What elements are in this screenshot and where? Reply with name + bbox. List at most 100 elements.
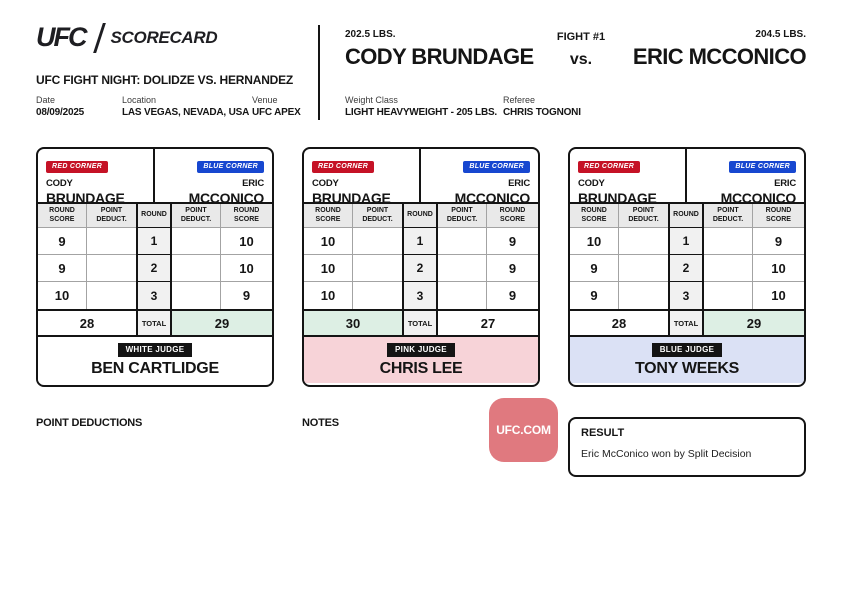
date-block: Date 08/09/2025: [36, 95, 84, 118]
column-header-point-deduct-red: POINT DEDUCT.: [619, 204, 668, 228]
blue-point-deduct-cell: [704, 255, 753, 282]
blue-round-score: 9: [753, 228, 804, 255]
red-total-score: 28: [38, 309, 136, 335]
red-corner-badge: RED CORNER: [46, 161, 109, 173]
blue-point-deduct-cell: [172, 282, 221, 309]
round-number: 1: [402, 228, 438, 255]
red-fighter-first-name: CODY: [46, 178, 73, 189]
column-header-point-deduct-red: POINT DEDUCT.: [353, 204, 402, 228]
red-corner-block: RED CORNER CODY BRUNDAGE: [38, 149, 155, 206]
header-vertical-divider: [318, 25, 320, 120]
red-round-score: 10: [304, 228, 353, 255]
column-header-round: ROUND: [136, 204, 172, 228]
score-grid: ROUND SCORE POINT DEDUCT. ROUND POINT DE…: [570, 204, 804, 335]
blue-fighter-first-name: ERIC: [508, 178, 530, 189]
blue-round-score: 9: [487, 255, 538, 282]
blue-corner-block: BLUE CORNER ERIC MCCONICO: [687, 149, 804, 206]
referee-label: Referee: [503, 95, 536, 105]
blue-point-deduct-cell: [704, 228, 753, 255]
notes-label: NOTES: [302, 417, 339, 429]
total-label: TOTAL: [136, 309, 172, 335]
blue-point-deduct-cell: [172, 228, 221, 255]
scorecard-judge-1: RED CORNER CODY BRUNDAGE BLUE CORNER ERI…: [36, 147, 274, 387]
red-point-deduct-cell: [87, 255, 136, 282]
judge-section: WHITE JUDGE BEN CARTLIDGE: [38, 335, 272, 383]
red-total-score: 28: [570, 309, 668, 335]
ufc-com-badge: UFC.COM: [489, 398, 558, 462]
scorecard-judge-2: RED CORNER CODY BRUNDAGE BLUE CORNER ERI…: [302, 147, 540, 387]
blue-fighter-last-name: MCCONICO: [720, 190, 797, 206]
result-box: RESULT Eric McConico won by Split Decisi…: [568, 417, 806, 477]
red-round-score: 10: [38, 282, 87, 309]
red-fighter-name: CODY BRUNDAGE: [345, 44, 534, 69]
blue-fighter-last-name: MCCONICO: [454, 190, 531, 206]
weight-class-block: Weight Class LIGHT HEAVYWEIGHT - 205 LBS…: [345, 95, 497, 118]
blue-round-score: 10: [753, 255, 804, 282]
blue-corner-badge: BLUE CORNER: [463, 161, 530, 173]
judge-section: PINK JUDGE CHRIS LEE: [304, 335, 538, 383]
red-point-deduct-cell: [353, 228, 402, 255]
blue-total-score: 29: [704, 309, 804, 335]
judge-section: BLUE JUDGE TONY WEEKS: [570, 335, 804, 383]
red-fighter-first-name: CODY: [312, 178, 339, 189]
blue-point-deduct-cell: [172, 255, 221, 282]
judge-color-badge: WHITE JUDGE: [117, 342, 193, 357]
blue-fighter-first-name: ERIC: [774, 178, 796, 189]
red-point-deduct-cell: [353, 255, 402, 282]
weight-class-value: LIGHT HEAVYWEIGHT - 205 LBS.: [345, 107, 498, 118]
blue-point-deduct-cell: [438, 282, 487, 309]
blue-point-deduct-cell: [704, 282, 753, 309]
fight-number: FIGHT #1: [556, 31, 606, 43]
blue-corner-block: BLUE CORNER ERIC MCCONICO: [421, 149, 538, 206]
location-label: Location: [122, 95, 157, 105]
total-label: TOTAL: [668, 309, 704, 335]
point-deductions-label: POINT DEDUCTIONS: [36, 417, 143, 429]
judge-color-badge: BLUE JUDGE: [651, 342, 723, 357]
red-corner-badge: RED CORNER: [312, 161, 375, 173]
column-header-round-score-red: ROUND SCORE: [304, 204, 353, 228]
column-header-round: ROUND: [668, 204, 704, 228]
red-point-deduct-cell: [619, 228, 668, 255]
date-label: Date: [36, 95, 56, 105]
red-round-score: 9: [570, 255, 619, 282]
round-number: 3: [136, 282, 172, 309]
column-header-round-score-red: ROUND SCORE: [570, 204, 619, 228]
red-round-score: 9: [38, 255, 87, 282]
referee-block: Referee CHRIS TOGNONI: [503, 95, 581, 118]
round-number: 3: [668, 282, 704, 309]
blue-corner-badge: BLUE CORNER: [729, 161, 796, 173]
red-round-score: 10: [570, 228, 619, 255]
blue-round-score: 10: [221, 255, 272, 282]
judge-name: TONY WEEKS: [635, 359, 739, 377]
scorecard-wordmark: SCORECARD: [110, 27, 218, 47]
fighters-header: RED CORNER CODY BRUNDAGE BLUE CORNER ERI…: [570, 149, 804, 206]
result-text: Eric McConico won by Split Decision: [581, 448, 752, 460]
red-corner-block: RED CORNER CODY BRUNDAGE: [304, 149, 421, 206]
blue-point-deduct-cell: [438, 228, 487, 255]
column-header-round-score-red: ROUND SCORE: [38, 204, 87, 228]
date-value: 08/09/2025: [36, 107, 85, 118]
blue-total-score: 27: [438, 309, 538, 335]
round-number: 1: [136, 228, 172, 255]
red-fighter-first-name: CODY: [578, 178, 605, 189]
column-header-round-score-blue: ROUND SCORE: [221, 204, 272, 228]
blue-point-deduct-cell: [438, 255, 487, 282]
blue-round-score: 10: [753, 282, 804, 309]
venue-label: Venue: [252, 95, 278, 105]
red-round-score: 9: [38, 228, 87, 255]
venue-value: UFC APEX: [252, 107, 301, 118]
judge-name: BEN CARTLIDGE: [91, 359, 219, 377]
red-point-deduct-cell: [87, 282, 136, 309]
blue-fighter-name: ERIC MCCONICO: [632, 44, 807, 69]
round-number: 2: [668, 255, 704, 282]
red-fighter-last-name: BRUNDAGE: [578, 190, 657, 206]
blue-fighter-last-name: MCCONICO: [188, 190, 265, 206]
column-header-point-deduct-red: POINT DEDUCT.: [87, 204, 136, 228]
column-header-round-score-blue: ROUND SCORE: [753, 204, 804, 228]
red-total-score: 30: [304, 309, 402, 335]
score-grid: ROUND SCORE POINT DEDUCT. ROUND POINT DE…: [38, 204, 272, 335]
ufc-scorecard-logo: UFC SCORECARD: [36, 22, 218, 53]
red-point-deduct-cell: [619, 282, 668, 309]
weight-class-label: Weight Class: [345, 95, 398, 105]
